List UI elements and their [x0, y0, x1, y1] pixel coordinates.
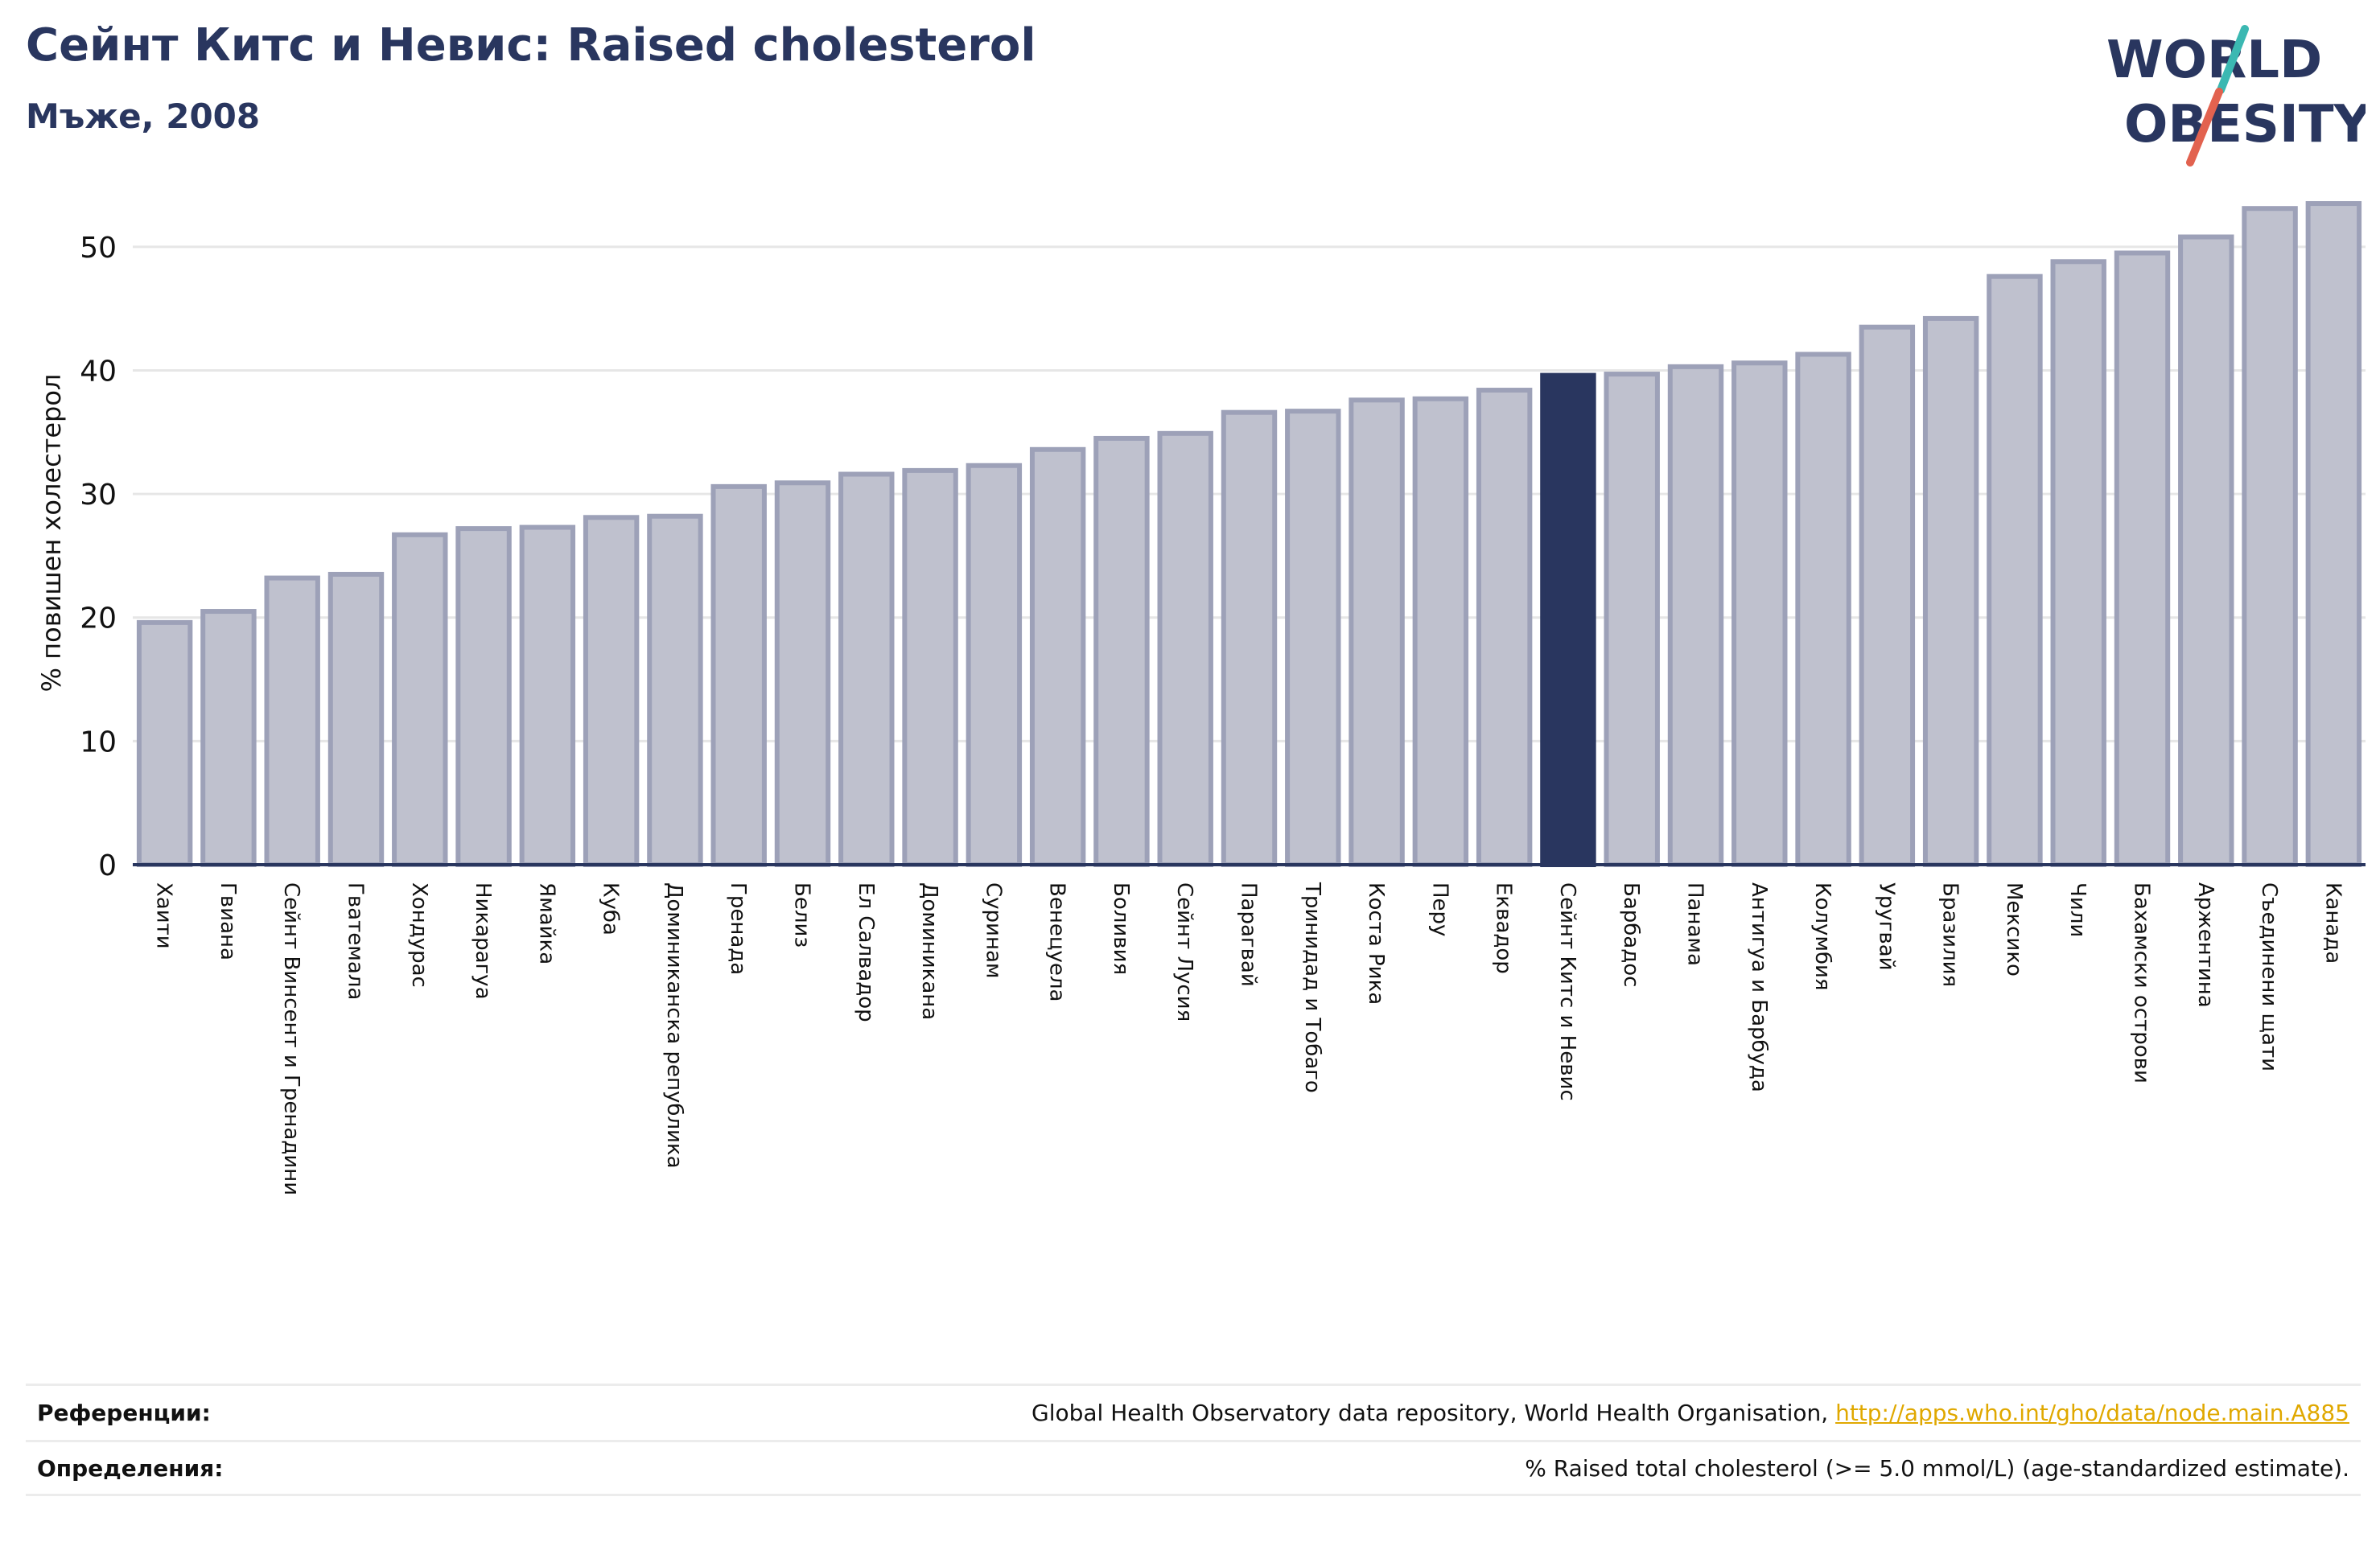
- bar: [902, 467, 958, 868]
- x-tick-label: Панама: [1683, 882, 1707, 966]
- footer: Референции: Global Health Observatory da…: [26, 1384, 2361, 1496]
- bar: [392, 532, 448, 867]
- bar: [774, 480, 831, 867]
- bar: [1349, 397, 1405, 867]
- bar: [1157, 430, 1213, 867]
- references-link[interactable]: http://apps.who.int/gho/data/node.main.A…: [1835, 1400, 2349, 1426]
- x-tick-label: Белиз: [790, 882, 814, 948]
- x-tick-label: Съединени щати: [2257, 882, 2281, 1071]
- x-tick-label: Еквадор: [1492, 882, 1516, 974]
- y-tick-label: 0: [98, 849, 117, 882]
- x-tick-label: Суринам: [981, 882, 1005, 979]
- x-tick-label: Куба: [599, 882, 623, 935]
- references-row: Референции: Global Health Observatory da…: [26, 1384, 2361, 1440]
- y-tick-label: 50: [80, 232, 117, 265]
- x-tick-label: Аржентина: [2193, 882, 2217, 1008]
- x-tick-label: Барбадос: [1619, 882, 1643, 987]
- bar: [710, 483, 767, 867]
- bar: [2242, 206, 2298, 867]
- bar: [1221, 409, 1278, 867]
- y-tick-label: 30: [80, 479, 117, 512]
- bar: [1859, 324, 1916, 867]
- definitions-label: Определения:: [37, 1454, 224, 1482]
- bar: [2050, 259, 2106, 868]
- x-tick-label: Ел Салвадор: [854, 882, 878, 1022]
- logo-text-obesity: OBESITY: [2124, 95, 2366, 154]
- x-tick-label: Тринидад и Тобаго: [1300, 882, 1324, 1093]
- chart-subtitle: Мъже, 2008: [26, 97, 261, 136]
- logo-red-stroke: [2186, 88, 2223, 167]
- bar: [2114, 250, 2171, 867]
- bar: [1476, 388, 1533, 867]
- bar: [455, 526, 512, 867]
- x-tick-label: Канада: [2320, 882, 2345, 964]
- bar: [1285, 409, 1341, 867]
- x-tick-label: Мексико: [2002, 882, 2026, 977]
- bar: [1987, 273, 2043, 867]
- x-tick-label: Бразилия: [1938, 882, 1962, 987]
- x-tick-label: Чили: [2065, 882, 2090, 937]
- bar: [1795, 352, 1851, 867]
- bar: [2178, 234, 2234, 867]
- bar-chart: 0 10 20 30 40 50 % повишен холестерол Хаити Гвиа…: [36, 201, 2366, 1195]
- x-tick-label: Хаити: [152, 882, 176, 949]
- y-tick-label: 40: [80, 355, 117, 388]
- bar: [838, 471, 895, 867]
- x-tick-label: Антигуа и Барбуда: [1747, 882, 1771, 1092]
- y-axis-title: % повишен холестерол: [36, 374, 67, 693]
- bar: [136, 619, 193, 867]
- x-tick-label: Гренада: [726, 882, 750, 975]
- bar: [1731, 360, 1788, 867]
- x-tick-label: Гвиана: [216, 882, 240, 960]
- references-label: Референции:: [37, 1400, 211, 1426]
- references-text: Global Health Observatory data repositor…: [1031, 1400, 1829, 1426]
- bar: [1029, 446, 1086, 867]
- x-tick-label: Сейнт Винсент и Гренадини: [279, 882, 303, 1195]
- bar-highlighted: [1540, 372, 1596, 868]
- x-tick-label: Доминикана: [917, 882, 941, 1020]
- bar: [583, 515, 640, 867]
- bar: [647, 513, 703, 868]
- x-tick-label: Перу: [1427, 882, 1451, 936]
- bar: [2305, 201, 2362, 867]
- chart-title: Сейнт Китс и Невис: Raised cholesterol: [26, 19, 1036, 72]
- bar: [966, 463, 1023, 867]
- bar: [519, 524, 576, 868]
- x-tick-label: Венецуела: [1045, 882, 1069, 1001]
- bar: [1093, 435, 1150, 867]
- bar: [1922, 315, 1979, 868]
- x-tick-label: Парагвай: [1237, 882, 1261, 987]
- logo-text-world: WORLD: [2106, 31, 2322, 90]
- definitions-text: % Raised total cholesterol (>= 5.0 mmol/…: [1525, 1454, 2349, 1482]
- bar: [200, 609, 257, 868]
- x-tick-label: Хондурас: [407, 882, 431, 988]
- x-tick-label: Доминиканска република: [662, 882, 686, 1169]
- x-tick-label: Уругвай: [1874, 882, 1898, 971]
- x-tick-label: Колумбия: [1810, 882, 1834, 991]
- references-value: Global Health Observatory data repositor…: [1031, 1400, 2349, 1426]
- y-tick-label: 20: [80, 602, 117, 635]
- logo-teal-stroke: [2217, 25, 2249, 94]
- x-tick-label: Сейнт Китс и Невис: [1555, 882, 1579, 1101]
- y-tick-label: 10: [80, 726, 117, 759]
- x-tick-label: Бахамски острови: [2130, 882, 2154, 1084]
- world-obesity-logo: WORLD OBESITY: [2106, 25, 2366, 167]
- definitions-row: Определения: % Raised total cholesterol …: [26, 1440, 2361, 1496]
- x-tick-label: Коста Рика: [1364, 882, 1388, 1005]
- x-tick-label: Никарагуа: [471, 882, 495, 1000]
- x-tick-label: Сейнт Лусия: [1172, 882, 1196, 1022]
- x-tick-label: Ямайка: [534, 882, 558, 964]
- bar: [1604, 372, 1660, 867]
- x-tick-label: Боливия: [1109, 882, 1133, 975]
- bar: [1667, 364, 1724, 867]
- bar: [327, 571, 385, 867]
- bar: [264, 575, 320, 868]
- bar: [1412, 396, 1469, 868]
- x-tick-label: Гватемала: [344, 882, 368, 1000]
